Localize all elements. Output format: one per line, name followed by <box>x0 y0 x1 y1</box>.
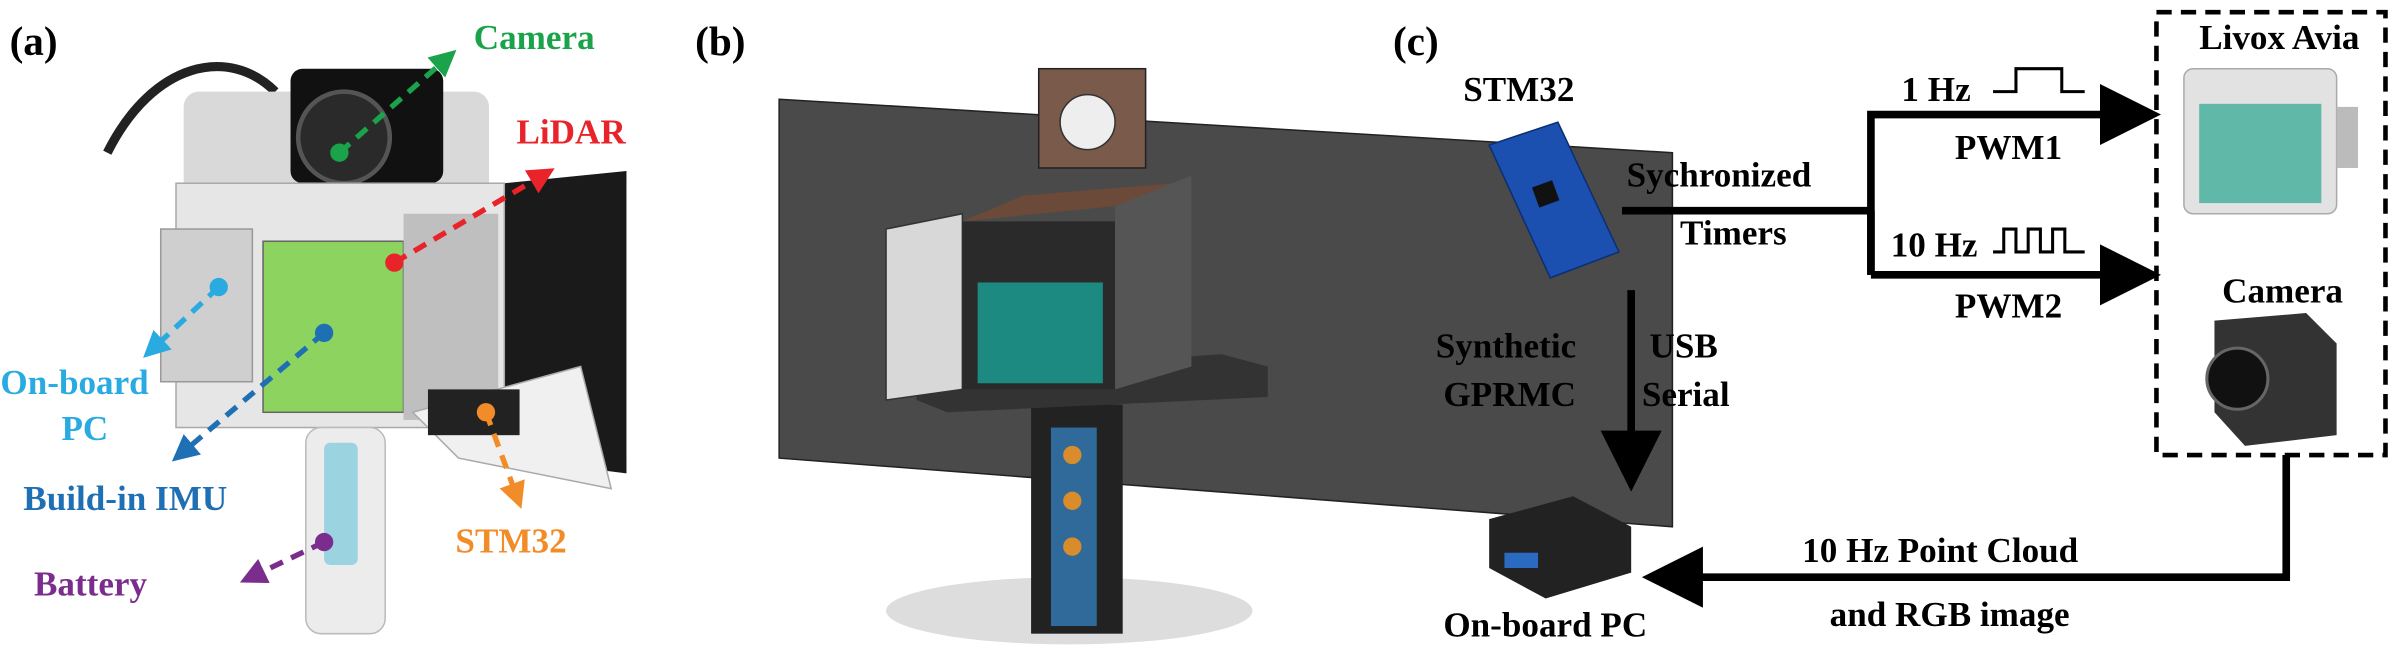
callout-arrows <box>143 49 555 584</box>
camera-image <box>2205 313 2337 446</box>
pc-image <box>1489 496 1632 599</box>
panel-label: (a) <box>10 18 58 65</box>
connectors <box>1600 83 2291 608</box>
label-lidar: LiDAR <box>517 113 627 152</box>
label-onboard-pc: On-board <box>0 363 149 402</box>
cad-render <box>778 67 1674 645</box>
label-pwm1-freq: 1 Hz <box>1901 70 1970 109</box>
label-link: Serial <box>1642 375 1730 414</box>
livox-image <box>2183 67 2358 215</box>
pwm-waveforms <box>1993 67 2085 254</box>
label-battery: Battery <box>34 565 148 604</box>
device-photo <box>103 62 627 635</box>
label-link: Synthetic <box>1436 326 1576 365</box>
label-output: and RGB image <box>1830 595 2070 634</box>
label-stm32: STM32 <box>455 522 566 561</box>
label-sync: Timers <box>1680 213 1787 252</box>
stm32-board <box>1488 121 1621 279</box>
label-link: GPRMC <box>1443 375 1576 414</box>
label-sync: Sychronized <box>1627 155 1812 194</box>
label-camera: Camera <box>474 18 595 57</box>
label-pwm1: PWM1 <box>1955 128 2062 167</box>
node-onboard-pc: On-board PC <box>1443 606 1647 645</box>
label-output: 10 Hz Point Cloud <box>1802 531 2078 570</box>
sensor-box <box>2154 9 2388 458</box>
label-pwm2: PWM2 <box>1955 287 2062 326</box>
label-pwm2-freq: 10 Hz <box>1891 226 1978 265</box>
label-onboard-pc: PC <box>61 409 108 448</box>
node-livox: Livox Avia <box>2199 18 2360 57</box>
label-link: USB <box>1649 326 1717 365</box>
node-camera: Camera <box>2222 271 2343 310</box>
label-imu: Build-in IMU <box>23 479 227 518</box>
panel-label: (c) <box>1393 18 1439 65</box>
panel-label: (b) <box>695 18 745 65</box>
node-stm32: STM32 <box>1463 70 1574 109</box>
